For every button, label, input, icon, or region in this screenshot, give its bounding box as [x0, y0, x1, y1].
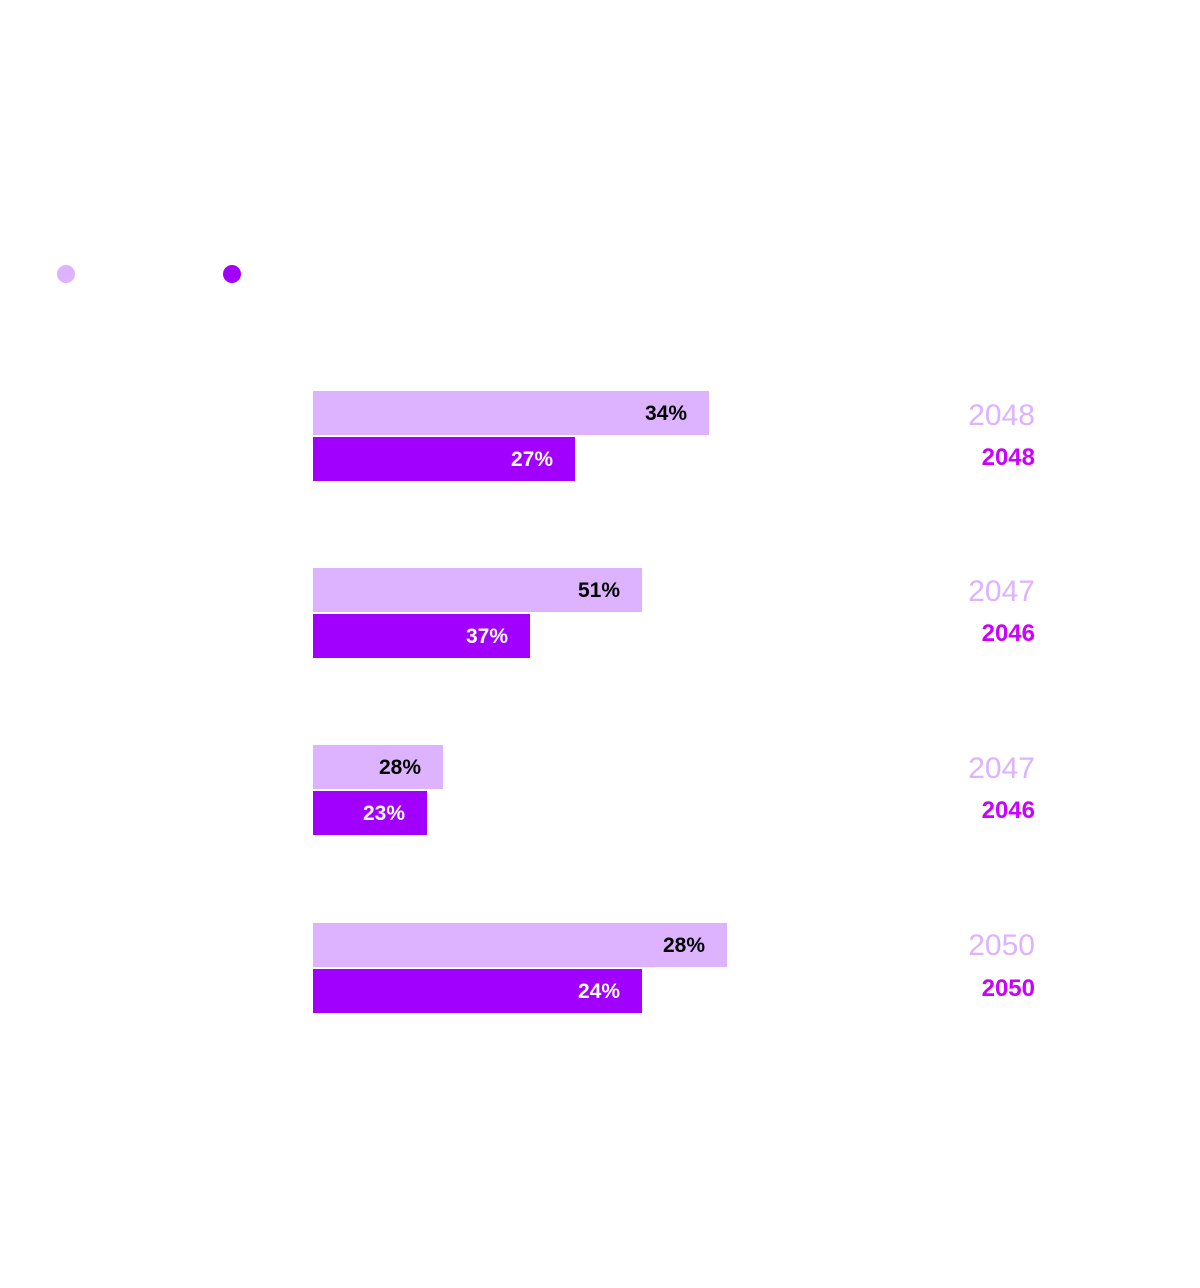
bars-group: 34% 2048 51% 2047 28% 2047 28% 2050 27% 2048 37% 20… [313, 391, 1035, 1013]
bar-series-a-3 [313, 745, 443, 789]
year-label: 2047 [968, 575, 1035, 608]
year-label: 2050 [982, 975, 1035, 1002]
legend [57, 265, 241, 283]
bar-value-label: 34% [645, 402, 687, 425]
legend-marker-series-b [223, 265, 241, 283]
bar-value-label: 27% [511, 448, 553, 471]
year-label: 2048 [968, 399, 1035, 432]
bar-value-label: 23% [363, 802, 405, 825]
year-label: 2047 [968, 752, 1035, 785]
bar-value-label: 37% [466, 625, 508, 648]
bar-series-b-2 [313, 614, 530, 658]
year-label: 2046 [982, 620, 1035, 647]
bar-series-b-1 [313, 437, 575, 481]
bar-value-label: 24% [578, 980, 620, 1003]
bar-value-label: 28% [663, 934, 705, 957]
bar-series-b-4 [313, 969, 642, 1013]
year-label: 2050 [968, 929, 1035, 962]
year-label: 2046 [982, 797, 1035, 824]
bar-series-b-3 [313, 791, 427, 835]
legend-marker-series-a [57, 265, 75, 283]
bar-value-label: 51% [578, 579, 620, 602]
bar-series-a-2 [313, 568, 642, 612]
bar-value-label: 28% [379, 756, 421, 779]
bar-series-a-1 [313, 391, 709, 435]
bar-series-a-4 [313, 923, 727, 967]
year-label: 2048 [982, 444, 1035, 471]
